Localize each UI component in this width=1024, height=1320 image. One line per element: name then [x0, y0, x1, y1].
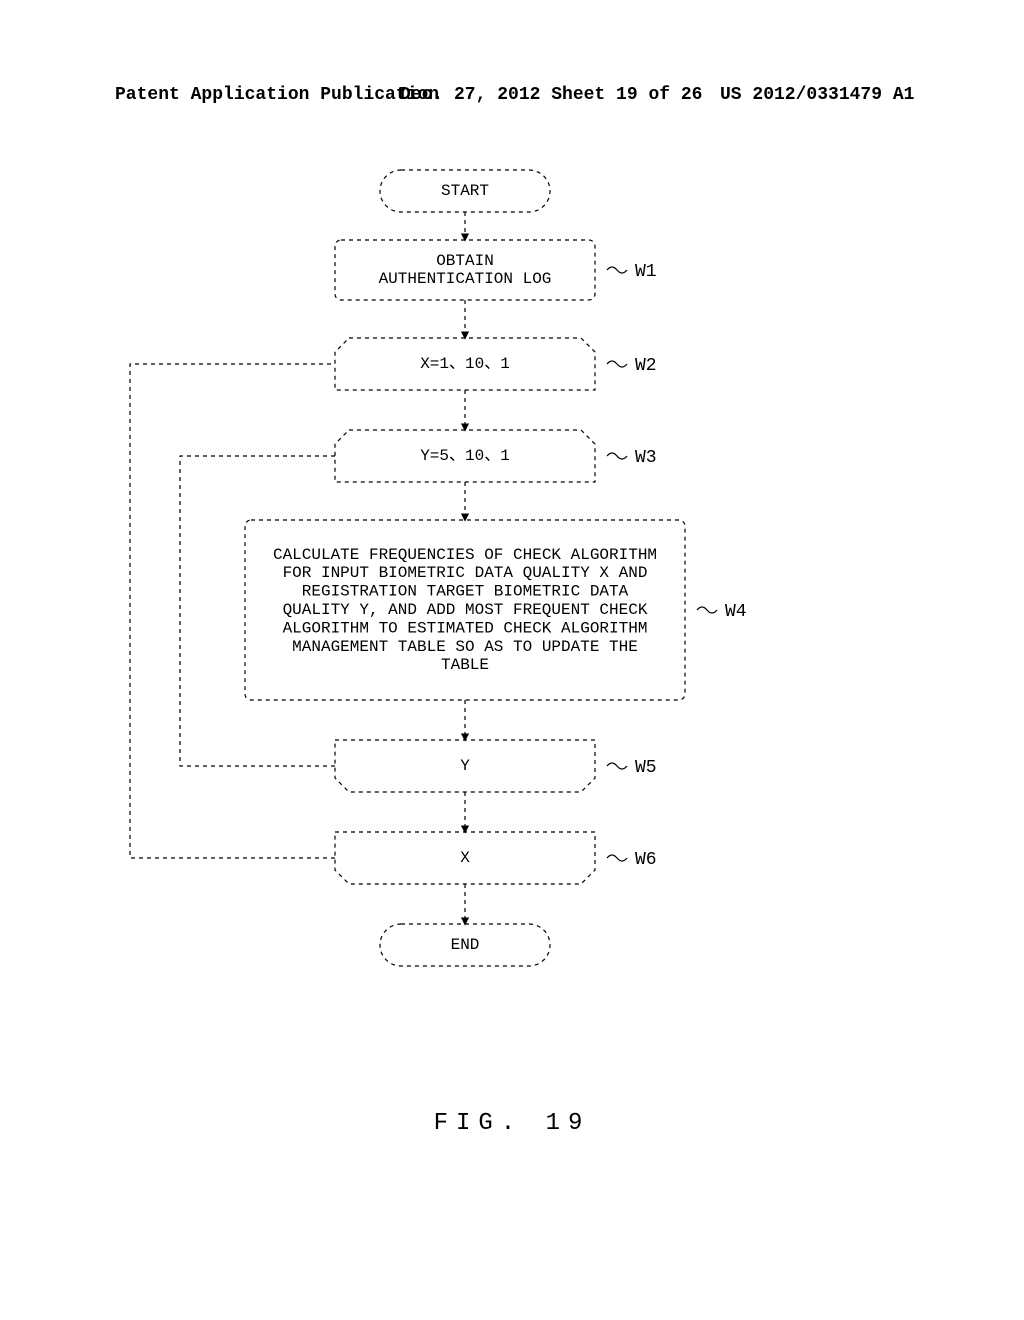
svg-text:X: X [460, 849, 470, 867]
svg-text:END: END [451, 936, 480, 954]
svg-text:Y=5、10、1: Y=5、10、1 [420, 447, 510, 465]
svg-text:CALCULATE FREQUENCIES OF CHECK: CALCULATE FREQUENCIES OF CHECK ALGORITHM… [273, 546, 657, 674]
svg-text:W6: W6 [635, 850, 657, 870]
svg-text:W1: W1 [635, 262, 657, 282]
svg-text:W3: W3 [635, 448, 657, 468]
flowchart-diagram: START OBTAINAUTHENTICATION LOG W1 X=1、10、1 W… [0, 140, 1024, 1100]
svg-text:W4: W4 [725, 602, 747, 622]
header-left: Patent Application Publication [115, 85, 439, 105]
svg-text:Y: Y [460, 757, 470, 775]
header-right: US 2012/0331479 A1 [720, 85, 914, 105]
svg-text:START: START [441, 182, 489, 200]
svg-text:W5: W5 [635, 758, 657, 778]
header-mid: Dec. 27, 2012 Sheet 19 of 26 [400, 85, 702, 105]
svg-text:X=1、10、1: X=1、10、1 [420, 355, 510, 373]
figure-label: FIG. 19 [0, 1110, 1024, 1137]
svg-text:OBTAINAUTHENTICATION LOG: OBTAINAUTHENTICATION LOG [379, 252, 552, 288]
svg-text:W2: W2 [635, 356, 657, 376]
